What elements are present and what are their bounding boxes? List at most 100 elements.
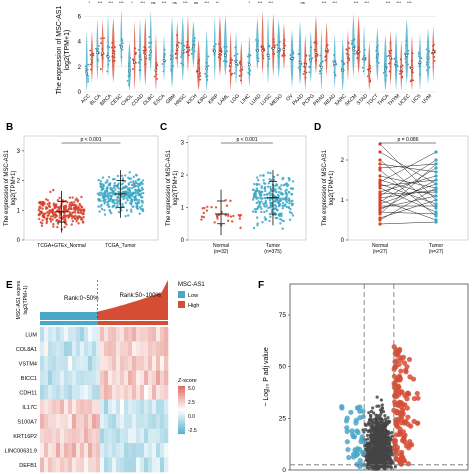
panel-e-heatmap-cell	[80, 341, 85, 357]
panel-a-point	[191, 48, 193, 51]
panel-d-tumor-point	[434, 198, 438, 202]
panel-e-heatmap-cell	[124, 414, 129, 429]
panel-a-point	[283, 54, 286, 57]
panel-d-tumor-point	[434, 204, 438, 208]
panel-e-heatmap-cell	[148, 428, 153, 444]
panel-e-heatmap-cell	[112, 443, 117, 458]
panel-d-tumor-point	[434, 178, 438, 182]
panel-f-ytick-label: 0	[282, 467, 286, 474]
panel-a-median-point	[247, 63, 251, 67]
scatter-point	[99, 185, 102, 188]
panel-a-point	[425, 61, 428, 64]
scatter-point	[107, 183, 110, 187]
panel-a-point	[120, 56, 123, 59]
panel-e-zscore-colorbar-segment	[178, 430, 185, 432]
panel-a-point	[411, 52, 414, 55]
scatter-point	[280, 214, 283, 218]
panel-a-point	[148, 56, 151, 59]
panel-f-down-point	[344, 415, 350, 421]
scatter-point	[79, 209, 82, 213]
panel-e-zscore-colorbar-segment	[178, 393, 185, 395]
panel-a-point	[364, 59, 366, 62]
panel-f-down-point	[344, 439, 350, 445]
panel-a-point	[85, 67, 88, 70]
panel-e-heatmap-cell	[72, 457, 77, 473]
panel-e-heatmap-cell	[116, 370, 121, 386]
panel-d-pair-line	[379, 167, 437, 203]
scatter-point	[105, 188, 108, 191]
panel-f-ns-point	[385, 455, 389, 459]
panel-a-point	[89, 54, 92, 56]
panel-f-ns-point	[379, 422, 384, 426]
scatter-point	[111, 187, 114, 190]
panel-a-median-point	[154, 68, 158, 72]
panel-e-heatmap-cell	[48, 385, 53, 400]
scatter-point	[97, 205, 100, 208]
panel-e-zscore-colorbar-segment	[178, 420, 185, 423]
panel-e-heatmap-cell	[52, 414, 57, 429]
panel-a-point	[386, 55, 388, 58]
panel-a-median-point	[229, 63, 232, 67]
panel-a-point	[343, 63, 346, 65]
panel-a-point	[107, 57, 110, 60]
category-label: TCGA_Tumor	[105, 243, 136, 249]
panel-a-point	[192, 40, 195, 42]
scatter-point	[64, 208, 67, 212]
scatter-point	[116, 185, 119, 188]
panel-a-median-point	[346, 54, 350, 58]
panel-a-point	[112, 49, 114, 52]
panel-e-heatmap-cell	[84, 399, 89, 415]
scatter-point	[253, 182, 256, 186]
panel-a-point	[99, 68, 102, 70]
scatter-point	[113, 182, 116, 185]
panel-e-group-low-bar	[40, 321, 98, 325]
panel-a-significance-marker: ***	[108, 0, 113, 5]
panel-a-violin	[320, 28, 323, 91]
panel-a-category-label: MESO	[269, 93, 284, 108]
panel-a-point	[348, 47, 351, 50]
panel-a-violin	[272, 12, 275, 76]
scatter-point	[109, 197, 112, 200]
scatter-point	[103, 200, 107, 204]
panel-a-median-point	[362, 56, 366, 60]
panel-e-heatmap-cell	[44, 341, 49, 357]
panel-a-point	[187, 54, 190, 57]
panel-a-point	[268, 57, 271, 60]
panel-a-point	[239, 63, 242, 66]
panel-a-point	[229, 57, 232, 60]
panel-b-scatter-box: B 0 1 2 3 The expression of MSC-AS1 log2(TPM+…	[4, 122, 159, 249]
panel-e-heatmap-cell	[144, 356, 149, 371]
panel-e-heatmap-cell	[48, 356, 53, 371]
panel-e-heatmap-cell	[92, 428, 97, 444]
panel-a-median-point	[175, 45, 179, 49]
panel-e-heatmap-cell	[104, 341, 109, 357]
panel-d-pair-line	[379, 199, 437, 219]
panel-a-point	[107, 63, 110, 66]
panel-a-median-point	[261, 49, 264, 53]
panel-a-median-point	[341, 68, 345, 72]
scatter-point	[269, 178, 273, 182]
scatter-point	[48, 201, 51, 205]
category-label: TCGA+GTEx_Normal	[37, 243, 85, 249]
scatter-point	[64, 217, 67, 220]
panel-d-plot-frame	[347, 135, 469, 241]
panel-f-up-point	[401, 419, 408, 425]
scatter-point	[135, 204, 138, 207]
panel-f-ns-point	[389, 449, 393, 454]
panel-a-point	[188, 46, 191, 49]
panel-e-heatmap-cell	[128, 327, 133, 342]
panel-e-zscore-tick: -2.5	[188, 428, 197, 434]
panel-e-zscore-colorbar-segment	[178, 413, 185, 415]
panel-a-point	[85, 69, 87, 72]
panel-e-heatmap-cell	[96, 457, 101, 473]
panel-f-ns-point	[393, 465, 397, 469]
panel-d-tumor-point	[434, 182, 438, 186]
panel-e-heatmap-cell	[68, 370, 73, 386]
panel-a-point	[192, 43, 195, 46]
panel-a-point	[407, 49, 410, 52]
scatter-point	[200, 215, 204, 218]
panel-e-row-label: DEFB1	[19, 463, 37, 469]
scatter-point	[269, 171, 272, 175]
scatter-point	[120, 195, 124, 199]
scatter-point	[270, 201, 273, 205]
